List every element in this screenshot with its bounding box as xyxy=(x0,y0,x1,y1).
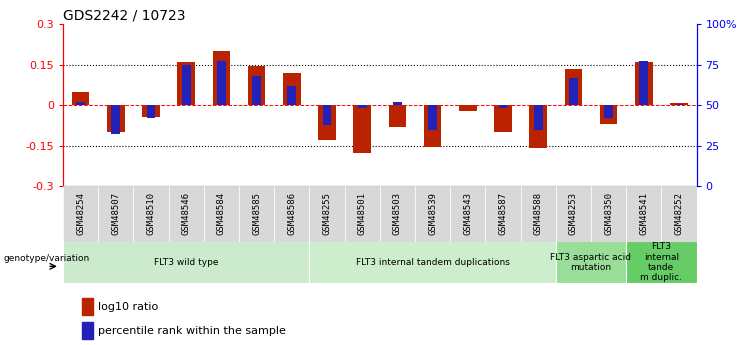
Bar xyxy=(674,104,683,105)
Bar xyxy=(450,186,485,242)
Bar xyxy=(204,186,239,242)
Bar xyxy=(388,105,406,127)
Bar xyxy=(591,186,626,242)
Bar xyxy=(63,241,310,283)
Bar xyxy=(499,105,508,108)
Text: GSM48543: GSM48543 xyxy=(463,193,472,235)
Bar xyxy=(76,102,85,105)
Bar xyxy=(177,62,195,105)
Bar xyxy=(252,76,261,105)
Bar xyxy=(147,105,156,118)
Text: GSM48585: GSM48585 xyxy=(252,193,261,235)
Bar xyxy=(604,105,613,118)
Bar xyxy=(424,105,442,147)
Bar xyxy=(520,186,556,242)
Bar xyxy=(82,322,93,339)
Text: percentile rank within the sample: percentile rank within the sample xyxy=(98,326,286,336)
Bar xyxy=(494,105,512,132)
Bar xyxy=(428,105,437,130)
Bar xyxy=(569,78,578,105)
Bar xyxy=(111,105,120,135)
Bar xyxy=(358,105,367,108)
Bar xyxy=(393,102,402,105)
Bar xyxy=(353,105,371,152)
Text: GDS2242 / 10723: GDS2242 / 10723 xyxy=(63,9,185,23)
Text: GSM48541: GSM48541 xyxy=(639,193,648,235)
Text: FLT3 wild type: FLT3 wild type xyxy=(154,258,219,267)
Bar xyxy=(626,186,661,242)
Bar xyxy=(288,86,296,105)
Bar xyxy=(310,241,556,283)
Bar xyxy=(635,62,653,105)
Bar xyxy=(72,92,90,105)
Bar xyxy=(670,102,688,105)
Text: GSM48350: GSM48350 xyxy=(604,193,613,235)
Text: GSM48584: GSM48584 xyxy=(217,193,226,235)
Text: GSM48253: GSM48253 xyxy=(569,193,578,235)
Text: GSM48252: GSM48252 xyxy=(674,193,683,235)
Bar xyxy=(310,186,345,242)
Bar xyxy=(213,51,230,105)
Text: GSM48546: GSM48546 xyxy=(182,193,190,235)
Text: GSM48255: GSM48255 xyxy=(322,193,331,235)
Bar xyxy=(82,298,93,315)
Text: GSM48587: GSM48587 xyxy=(499,193,508,235)
Bar xyxy=(599,105,617,124)
Bar xyxy=(565,69,582,105)
Bar xyxy=(379,186,415,242)
Bar xyxy=(239,186,274,242)
Bar xyxy=(459,105,476,111)
Text: FLT3 internal tandem duplications: FLT3 internal tandem duplications xyxy=(356,258,510,267)
Bar xyxy=(322,105,331,125)
Bar xyxy=(168,186,204,242)
Bar xyxy=(182,65,190,105)
Bar xyxy=(283,73,301,105)
Text: GSM48254: GSM48254 xyxy=(76,193,85,235)
Text: FLT3 aspartic acid
mutation: FLT3 aspartic acid mutation xyxy=(551,253,631,272)
Bar xyxy=(415,186,450,242)
Bar xyxy=(485,186,520,242)
Bar xyxy=(534,105,542,130)
Text: genotype/variation: genotype/variation xyxy=(3,254,90,263)
Bar xyxy=(247,66,265,105)
Bar xyxy=(98,186,133,242)
Bar xyxy=(217,61,226,105)
Text: GSM48539: GSM48539 xyxy=(428,193,437,235)
Bar xyxy=(661,186,697,242)
Text: GSM48586: GSM48586 xyxy=(288,193,296,235)
Text: log10 ratio: log10 ratio xyxy=(98,302,158,312)
Text: GSM48501: GSM48501 xyxy=(358,193,367,235)
Bar xyxy=(556,186,591,242)
Bar xyxy=(345,186,379,242)
Text: GSM48588: GSM48588 xyxy=(534,193,542,235)
Bar xyxy=(133,186,168,242)
Text: GSM48503: GSM48503 xyxy=(393,193,402,235)
Text: FLT3
internal
tande
m duplic.: FLT3 internal tande m duplic. xyxy=(640,242,682,282)
Bar xyxy=(639,61,648,105)
Bar xyxy=(107,105,124,132)
Bar xyxy=(274,186,309,242)
Bar xyxy=(142,105,160,117)
Bar xyxy=(529,105,547,148)
Bar xyxy=(318,105,336,140)
Text: GSM48507: GSM48507 xyxy=(111,193,120,235)
Bar xyxy=(63,186,98,242)
Bar xyxy=(556,241,626,283)
Bar xyxy=(626,241,697,283)
Text: GSM48510: GSM48510 xyxy=(147,193,156,235)
